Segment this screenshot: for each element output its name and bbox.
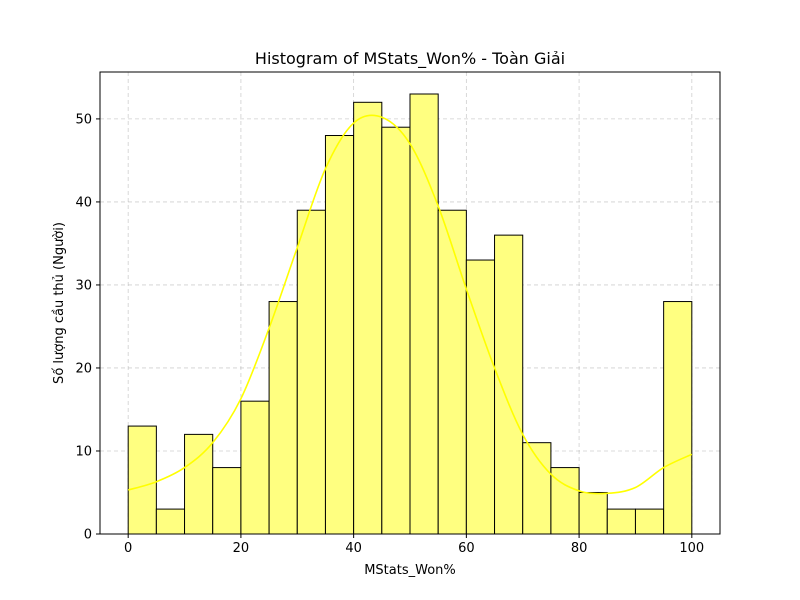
x-tick-label: 40 (345, 541, 362, 556)
histogram-bar (634, 508, 665, 535)
y-axis-label: Số lượng cầu thủ (Người) (52, 222, 67, 384)
histogram-bar (212, 467, 242, 535)
histogram-bar (324, 135, 355, 535)
histogram-bar (268, 301, 298, 535)
x-axis-label: MStats_Won% (364, 563, 456, 578)
x-tick-label: 20 (233, 541, 250, 556)
histogram-bar (465, 259, 496, 535)
histogram-bar (409, 93, 439, 535)
histogram-bar (606, 508, 636, 535)
histogram-bar (296, 209, 326, 535)
plot-frame (99, 71, 721, 535)
x-tick-label: 100 (679, 541, 704, 556)
kde-curve (127, 114, 693, 495)
y-tick-label: 10 (75, 444, 92, 459)
chart-title: Histogram of MStats_Won% - Toàn Giải (255, 49, 565, 69)
x-tick-label: 60 (458, 541, 475, 556)
x-axis-ticks: 0 20 40 60 80 100 (124, 534, 704, 556)
y-tick-label: 0 (84, 528, 92, 543)
histogram-bar (494, 234, 524, 535)
histogram-bar (184, 433, 214, 535)
kde-curve-layer (127, 114, 693, 495)
histogram-bar (353, 101, 383, 535)
y-axis-ticks: 0 10 20 30 40 50 (75, 112, 100, 543)
histogram-bars (127, 93, 693, 535)
histogram-bar (663, 301, 693, 535)
histogram-bar (578, 491, 608, 535)
histogram-bar (381, 126, 411, 535)
histogram-bar (155, 508, 186, 535)
histogram-bar (240, 400, 270, 535)
histogram-bar (437, 209, 467, 535)
y-tick-label: 20 (75, 361, 92, 376)
y-tick-label: 40 (75, 195, 92, 210)
x-tick-label: 0 (124, 541, 132, 556)
histogram-bar (127, 425, 157, 535)
y-tick-label: 30 (75, 278, 92, 293)
y-tick-label: 50 (75, 112, 92, 127)
x-tick-label: 80 (571, 541, 588, 556)
